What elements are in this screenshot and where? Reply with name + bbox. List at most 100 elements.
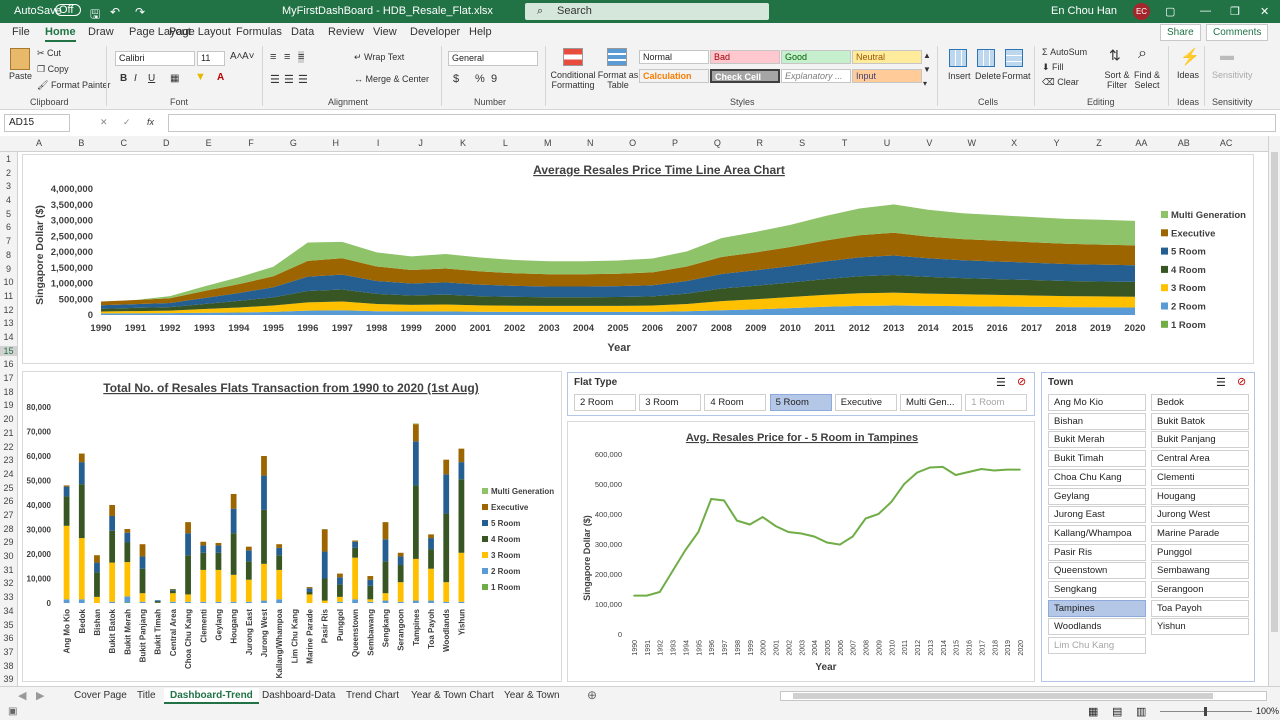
- enter-icon[interactable]: ✓: [123, 117, 131, 127]
- slicer-item-jurong-west[interactable]: Jurong West: [1151, 506, 1249, 524]
- fill-button[interactable]: ⬇ Fill: [1042, 62, 1064, 72]
- slicer-item-multi-gen[interactable]: Multi Gen...: [900, 394, 962, 411]
- bold-button[interactable]: B: [120, 73, 128, 84]
- styles-more-icon[interactable]: ▾: [923, 79, 928, 88]
- zoom-slider-thumb[interactable]: [1204, 707, 1207, 716]
- align-right-icon[interactable]: ☰: [298, 74, 308, 86]
- slicer-item-bukit-panjang[interactable]: Bukit Panjang: [1151, 431, 1249, 449]
- style-normal[interactable]: Normal: [639, 50, 709, 64]
- row-header-15[interactable]: 15: [0, 345, 17, 356]
- row-header-6[interactable]: 6: [5, 222, 11, 233]
- row-header-34[interactable]: 34: [3, 605, 14, 616]
- row-header-21[interactable]: 21: [3, 427, 14, 438]
- slicer-item-3-room[interactable]: 3 Room: [639, 394, 702, 411]
- sensitivity-icon[interactable]: ▬: [1220, 47, 1234, 63]
- comments-button[interactable]: Comments: [1206, 24, 1269, 41]
- slicer-item-geylang[interactable]: Geylang: [1048, 487, 1146, 505]
- close-icon[interactable]: ✕: [1260, 6, 1270, 18]
- format-painter-button[interactable]: 🖌 Format Painter: [37, 80, 111, 90]
- bar-chart-panel[interactable]: Total No. of Resales Flats Transaction f…: [22, 371, 562, 682]
- autosum-button[interactable]: Σ AutoSum: [1042, 47, 1088, 57]
- row-header-3[interactable]: 3: [5, 181, 11, 192]
- slicer-item-bukit-merah[interactable]: Bukit Merah: [1048, 431, 1146, 449]
- minimize-icon[interactable]: —: [1200, 5, 1211, 17]
- tab-review[interactable]: Review: [328, 26, 365, 38]
- format-as-table-icon[interactable]: [607, 48, 627, 66]
- row-header-19[interactable]: 19: [3, 400, 14, 411]
- row-header-17[interactable]: 17: [3, 373, 14, 384]
- insert-function-button[interactable]: fx: [147, 117, 155, 127]
- tab-page-layout[interactable]: Page Layout: [169, 26, 231, 38]
- style-input[interactable]: Input: [852, 69, 922, 83]
- restore-icon[interactable]: ❐: [1230, 6, 1240, 18]
- row-header-28[interactable]: 28: [3, 523, 14, 534]
- style-neutral[interactable]: Neutral: [852, 50, 922, 64]
- normal-view-icon[interactable]: ▦: [1088, 706, 1099, 718]
- row-header-36[interactable]: 36: [3, 633, 14, 644]
- slicer-item-sembawang[interactable]: Sembawang: [1151, 562, 1249, 580]
- column-header-r[interactable]: R: [756, 138, 764, 148]
- align-top-icon[interactable]: ≡: [270, 51, 277, 63]
- wrap-text-button[interactable]: ↵ Wrap Text: [354, 52, 405, 62]
- sheet-tab-year-town-chart[interactable]: Year & Town Chart: [411, 690, 494, 701]
- shrink-font-icon[interactable]: A˅: [242, 51, 255, 62]
- conditional-formatting-icon[interactable]: [563, 48, 583, 66]
- row-header-32[interactable]: 32: [3, 578, 14, 589]
- row-header-8[interactable]: 8: [5, 249, 11, 260]
- column-header-h[interactable]: H: [332, 138, 340, 148]
- cut-button[interactable]: ✂ Cut: [37, 48, 62, 58]
- cancel-icon[interactable]: ✕: [100, 117, 108, 127]
- column-header-k[interactable]: K: [459, 138, 466, 148]
- tab-view[interactable]: View: [373, 26, 397, 38]
- column-header-z[interactable]: Z: [1096, 138, 1102, 148]
- sheet-tab-cover-page[interactable]: Cover Page: [74, 690, 127, 701]
- row-header-11[interactable]: 11: [3, 290, 14, 301]
- slicer-item-toa-payoh[interactable]: Toa Payoh: [1151, 599, 1249, 617]
- row-header-23[interactable]: 23: [3, 455, 14, 466]
- slicer-item-bukit-timah[interactable]: Bukit Timah: [1048, 450, 1146, 468]
- slicer-item-1-room[interactable]: 1 Room: [965, 394, 1028, 411]
- slicer-item-marine-parade[interactable]: Marine Parade: [1151, 524, 1249, 542]
- column-header-s[interactable]: S: [799, 138, 806, 148]
- find-select-icon[interactable]: ⌕: [1138, 45, 1147, 62]
- avatar[interactable]: EC: [1133, 3, 1150, 20]
- style-good[interactable]: Good: [781, 50, 851, 64]
- page-break-view-icon[interactable]: ▥: [1136, 706, 1147, 718]
- fill-color-icon[interactable]: ▼: [195, 71, 206, 83]
- row-header-13[interactable]: 13: [3, 318, 14, 329]
- slicer-item-woodlands[interactable]: Woodlands: [1048, 618, 1146, 636]
- formula-input[interactable]: [168, 114, 1276, 132]
- name-box[interactable]: AD15: [4, 114, 70, 132]
- slicer-item-lim-chu-kang[interactable]: Lim Chu Kang: [1048, 637, 1146, 655]
- sensitivity-button[interactable]: Sensitivity: [1212, 70, 1253, 80]
- row-header-2[interactable]: 2: [5, 167, 11, 178]
- row-header-18[interactable]: 18: [3, 386, 14, 397]
- area-chart-panel[interactable]: Average Resales Price Time Line Area Cha…: [22, 154, 1254, 364]
- slicer-item-bishan[interactable]: Bishan: [1048, 412, 1146, 430]
- search-box[interactable]: ⌕ Search: [525, 3, 769, 20]
- column-header-n[interactable]: N: [586, 138, 594, 148]
- slicer-item-4-room[interactable]: 4 Room: [704, 394, 767, 411]
- slicer-item-bukit-batok[interactable]: Bukit Batok: [1151, 412, 1249, 430]
- slicer-item-ang-mo-kio[interactable]: Ang Mo Kio: [1048, 394, 1146, 411]
- ideas-icon[interactable]: ⚡: [1180, 49, 1200, 66]
- scroll-right-icon[interactable]: ▶: [36, 690, 45, 702]
- slicer-item-yishun[interactable]: Yishun: [1151, 618, 1249, 636]
- font-name-select[interactable]: Calibri: [115, 51, 195, 66]
- slicer-item-clementi[interactable]: Clementi: [1151, 468, 1249, 486]
- row-header-20[interactable]: 20: [3, 414, 14, 425]
- align-middle-icon[interactable]: ≡: [284, 51, 291, 63]
- style-check-cell[interactable]: Check Cell: [710, 69, 780, 83]
- row-header-24[interactable]: 24: [3, 468, 14, 479]
- ideas-button[interactable]: Ideas: [1177, 70, 1200, 80]
- autosave-toggle[interactable]: Off: [55, 4, 81, 16]
- row-header-10[interactable]: 10: [3, 277, 14, 288]
- row-header-1[interactable]: 1: [5, 154, 11, 164]
- scrollbar-thumb[interactable]: [1271, 152, 1278, 632]
- styles-scroll-up-icon[interactable]: ▲: [923, 51, 931, 60]
- column-header-aa[interactable]: AA: [1135, 138, 1148, 148]
- slicer-item-queenstown[interactable]: Queenstown: [1048, 562, 1146, 580]
- vertical-scrollbar[interactable]: [1268, 136, 1280, 686]
- column-header-x[interactable]: X: [1011, 138, 1018, 148]
- align-bottom-icon[interactable]: ≡: [298, 51, 305, 63]
